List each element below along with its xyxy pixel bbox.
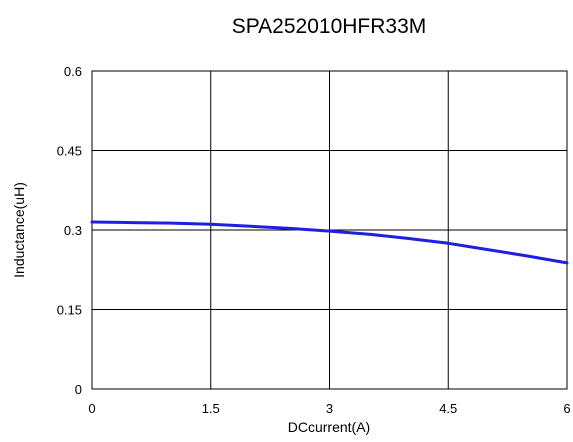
y-tick-labels: 0 0.15 0.3 0.45 0.6 [57,64,82,397]
y-tick-label: 0.45 [57,144,82,159]
y-tick-label: 0.15 [57,303,82,318]
plot-frame [91,70,568,390]
x-axis-title: DCcurrent(A) [288,419,370,435]
y-axis-title: Inductance(uH) [11,182,27,278]
y-tick-label: 0.3 [64,223,82,238]
x-tick-label: 4.5 [439,401,457,416]
x-tick-label: 6 [563,401,570,416]
chart-title: SPA252010HFR33M [232,15,427,38]
x-tick-label: 0 [88,401,95,416]
y-tick-label: 0 [75,382,82,397]
x-tick-label: 3 [326,401,333,416]
x-tick-label: 1.5 [202,401,220,416]
inductance-curve [90,220,569,265]
y-tick-label: 0.6 [64,64,82,79]
series-layer [90,220,569,265]
x-tick-labels: 0 1.5 3 4.5 6 [88,401,570,416]
